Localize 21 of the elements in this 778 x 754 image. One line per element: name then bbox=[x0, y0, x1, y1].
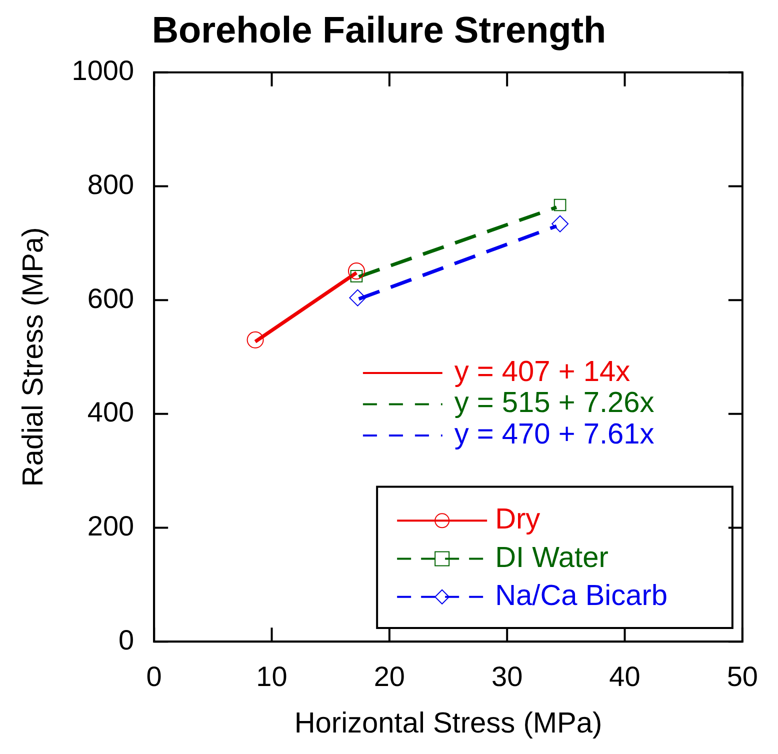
legend-label: Na/Ca Bicarb bbox=[495, 580, 668, 612]
x-tick-label: 0 bbox=[146, 661, 162, 692]
legend-label: y = 515 + 7.26x bbox=[454, 387, 655, 420]
legend-label: DI Water bbox=[495, 542, 609, 574]
x-tick-label: 20 bbox=[374, 661, 406, 692]
legend-label: y = 470 + 7.61x bbox=[454, 418, 655, 451]
x-axis-title: Horizontal Stress (MPa) bbox=[294, 708, 602, 740]
y-tick-label: 0 bbox=[118, 624, 134, 656]
legend-label: Dry bbox=[495, 504, 541, 536]
legend-label: y = 407 + 14x bbox=[454, 356, 631, 388]
y-tick-label: 400 bbox=[87, 396, 134, 428]
y-axis-title: Radial Stress (MPa) bbox=[17, 227, 50, 487]
y-tick-label: 800 bbox=[87, 168, 134, 200]
y-tick-label: 600 bbox=[87, 282, 134, 314]
x-tick-label: 50 bbox=[726, 661, 758, 692]
x-tick-label: 30 bbox=[492, 661, 523, 692]
y-tick-label: 1000 bbox=[72, 55, 134, 86]
y-tick-label: 200 bbox=[87, 510, 134, 542]
x-tick-label: 10 bbox=[256, 661, 288, 692]
chart-title: Borehole Failure Strength bbox=[152, 9, 606, 50]
x-tick-label: 40 bbox=[609, 661, 640, 692]
